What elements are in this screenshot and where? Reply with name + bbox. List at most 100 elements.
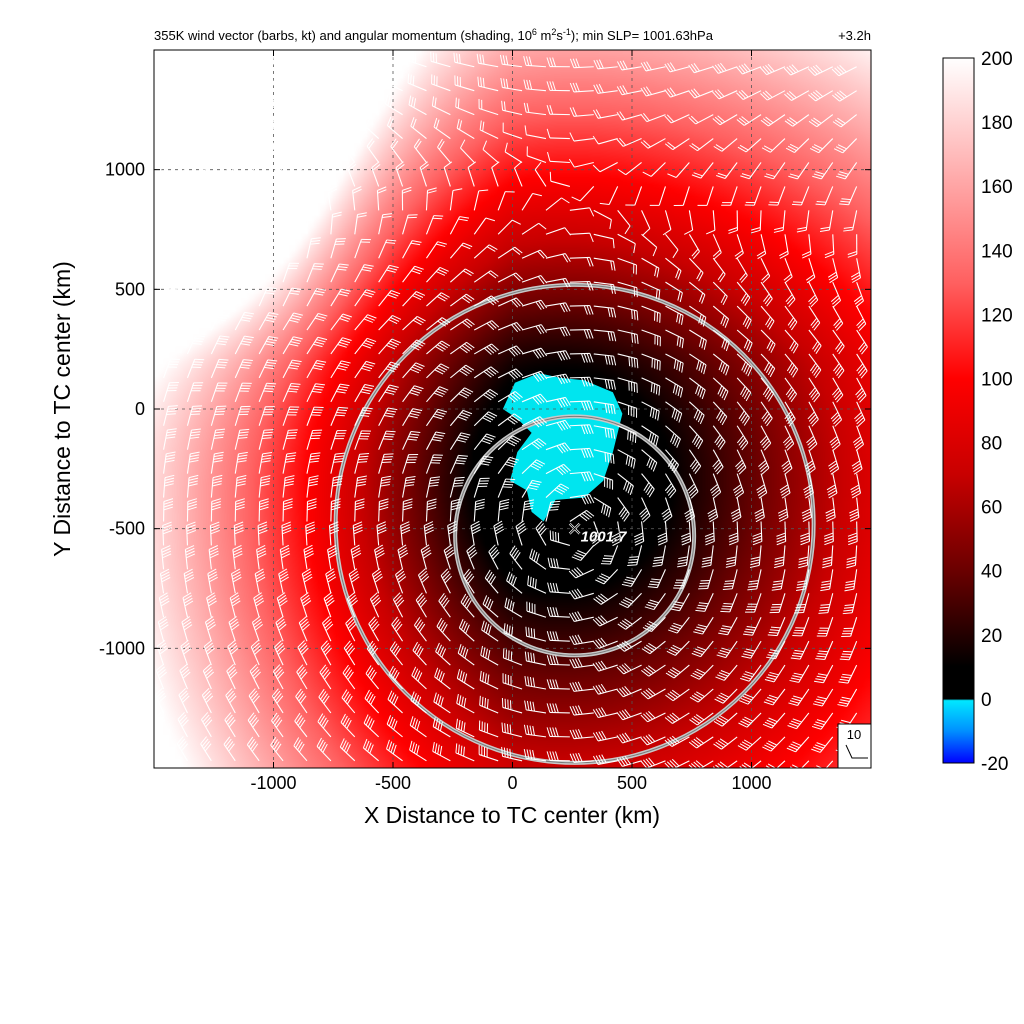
wind-barb — [177, 712, 189, 738]
wind-barb — [378, 361, 400, 379]
wind-barb — [402, 315, 426, 331]
wind-barb — [316, 115, 332, 139]
wind-barb — [296, 664, 308, 690]
wind-barb — [169, 50, 188, 68]
wind-barb — [760, 90, 786, 101]
wind-barb — [210, 335, 230, 355]
wind-barb — [432, 717, 451, 738]
wind-barb — [366, 138, 380, 163]
wind-barb — [617, 401, 638, 418]
wind-barb — [480, 645, 499, 666]
wind-barb — [569, 471, 594, 482]
wind-barb — [248, 688, 260, 714]
wind-barb — [193, 50, 212, 68]
wind-barb — [449, 242, 473, 259]
wind-barb — [473, 244, 498, 259]
wind-barb — [177, 161, 188, 187]
wind-barb — [402, 385, 424, 403]
wind-barb — [473, 189, 489, 211]
wind-barb — [197, 115, 212, 139]
wind-barb — [621, 569, 643, 587]
wind-barb — [734, 234, 744, 260]
wind-barb — [275, 616, 287, 642]
wind-barb — [199, 138, 212, 163]
wind-barb — [170, 70, 188, 92]
colorbar-ticks: -20 0 20 40 60 80 100 120 140 160 180 200 — [981, 49, 1013, 775]
wind-barb — [534, 162, 547, 187]
wind-barb — [409, 740, 427, 762]
wind-barb — [158, 592, 170, 618]
wind-barb — [449, 268, 474, 283]
wind-barb — [479, 120, 499, 140]
wind-barb — [796, 210, 810, 233]
y-axis-label: Y Distance to TC center (km) — [49, 261, 75, 557]
wind-barb — [736, 401, 750, 426]
wind-barb — [712, 449, 724, 475]
wind-barb — [737, 760, 762, 768]
wind-barb — [593, 59, 618, 70]
wind-barb — [761, 138, 786, 153]
wind-barb — [839, 640, 858, 661]
wind-barb — [500, 77, 523, 92]
wind-barb — [784, 281, 796, 307]
wind-barb — [690, 664, 714, 680]
wind-barb — [208, 209, 219, 235]
wind-barb — [688, 257, 704, 282]
wind-barb — [782, 425, 795, 451]
wind-barb — [402, 339, 426, 355]
wind-barb — [449, 454, 468, 474]
wind-barb — [785, 138, 810, 153]
wind-barb — [822, 545, 834, 569]
wind-barb — [473, 270, 499, 283]
wind-barb — [423, 521, 434, 546]
wind-barb — [497, 297, 524, 308]
wind-barb — [838, 664, 858, 684]
wind-barb — [289, 70, 308, 92]
wind-barb — [688, 63, 714, 74]
wind-barb — [592, 730, 618, 742]
wind-barb — [784, 401, 796, 427]
wind-barb — [316, 737, 332, 762]
wind-barb — [163, 335, 181, 355]
wind-barb — [473, 388, 499, 403]
wind-barb — [330, 430, 347, 450]
wind-barb — [791, 186, 810, 206]
wind-barb — [395, 161, 405, 187]
wind-barb — [387, 690, 403, 714]
wind-barb — [593, 497, 612, 518]
wind-barb — [499, 54, 523, 68]
wind-barb — [569, 280, 594, 291]
wind-barb — [186, 311, 206, 331]
wind-barb — [258, 312, 279, 331]
wind-barb — [665, 329, 684, 349]
wind-barb — [569, 447, 594, 458]
wind-barb — [546, 631, 570, 642]
wind-barb — [478, 99, 499, 116]
wind-barb — [363, 116, 380, 139]
wind-barb — [641, 473, 655, 498]
wind-barb — [163, 260, 176, 283]
wind-barb — [282, 312, 303, 331]
wind-barb — [376, 521, 387, 546]
wind-barb — [760, 114, 786, 127]
wind-barb — [306, 359, 327, 379]
wind-barb — [569, 376, 594, 387]
wind-barb — [378, 453, 394, 474]
wind-barb — [841, 617, 858, 637]
wind-barb — [411, 666, 427, 690]
wind-barb — [707, 497, 719, 523]
wind-barb — [456, 669, 475, 690]
wind-barb — [298, 616, 310, 642]
wind-barb — [228, 616, 240, 642]
wind-barb — [664, 114, 690, 124]
x-tick-label: 0 — [507, 773, 517, 793]
wind-barb — [521, 416, 547, 428]
wind-barb — [253, 592, 265, 618]
wind-barbs — [154, 50, 868, 768]
wind-barb — [816, 617, 834, 637]
wind-barb — [159, 209, 170, 235]
wind-barb — [180, 185, 191, 211]
wind-barb — [569, 82, 594, 93]
wind-barb — [163, 286, 179, 307]
wind-barb — [352, 521, 363, 546]
